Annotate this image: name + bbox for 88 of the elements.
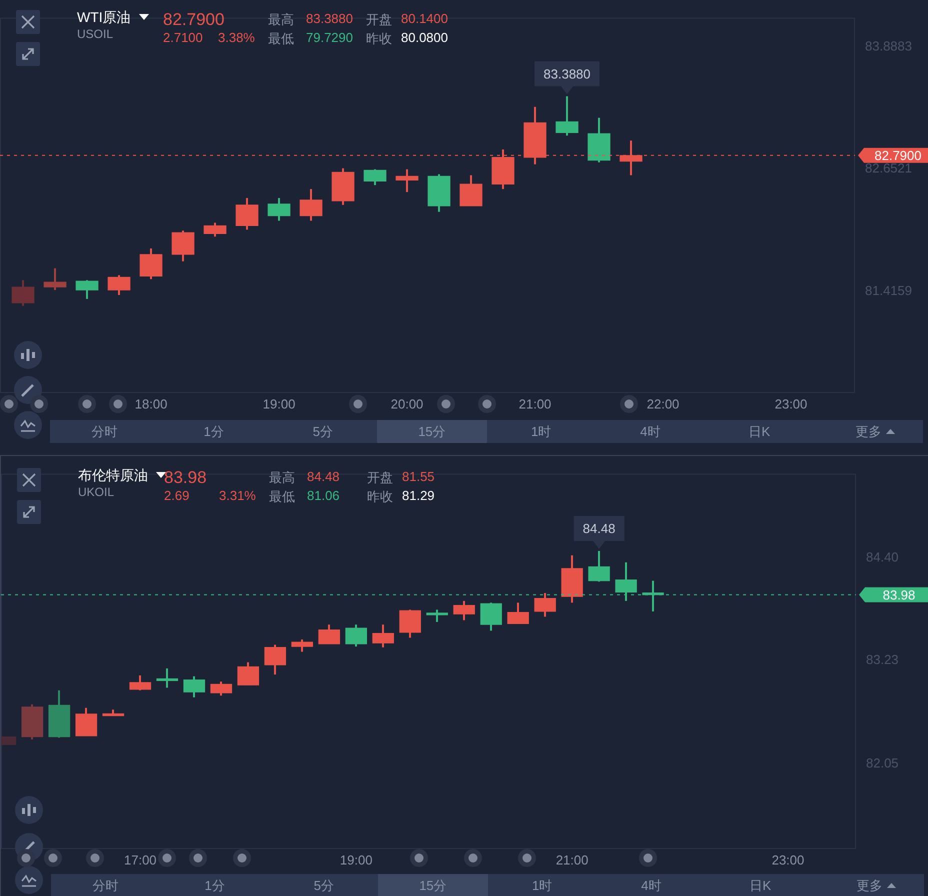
candlestick [345, 624, 367, 648]
text: 日K [747, 423, 772, 441]
candlestick [556, 95, 578, 137]
annotation: 80.0800 [401, 30, 448, 45]
text: 日K [748, 877, 772, 895]
text: 15分 [377, 420, 486, 443]
annotation: 昨收 [366, 30, 392, 48]
candlestick [172, 230, 194, 262]
annotation: 2.7100 [163, 30, 203, 45]
candlestick [237, 661, 260, 686]
candlestick [372, 624, 394, 648]
text: USOIL [77, 27, 114, 41]
chart-title: WTI原油 [77, 9, 131, 27]
x-tick-label: 21:00 [556, 852, 588, 868]
candlestick [318, 624, 340, 645]
candlestick [76, 279, 98, 300]
annotation: 79.7290 [306, 30, 353, 45]
annotation: 81.29 [402, 488, 435, 503]
candlestick [291, 638, 314, 653]
x-tick-label: 21:00 [518, 396, 552, 412]
chart-title: 布伦特原油 [78, 467, 148, 485]
candlestick [507, 602, 529, 625]
candlestick [129, 674, 152, 692]
x-tick-label: 18:00 [134, 396, 168, 412]
annotation: 84.48 [307, 469, 340, 484]
candlestick [210, 680, 232, 697]
candlestick [44, 267, 66, 292]
annotation: 2.69 [164, 488, 190, 503]
text: 15分 [378, 874, 488, 896]
text: 1分 [204, 877, 226, 895]
text: 5分 [312, 877, 335, 895]
annotation: 最低 [269, 488, 295, 506]
text: 更多 [854, 423, 882, 441]
text: 4时 [639, 423, 662, 441]
text: 1时 [530, 877, 554, 895]
candlestick [268, 196, 290, 222]
annotation: 81.55 [402, 469, 435, 484]
annotation: 昨收 [367, 488, 393, 506]
candlestick [12, 279, 34, 307]
text: 1时 [530, 423, 552, 441]
candlestick [364, 168, 386, 186]
candlestick [460, 174, 482, 207]
annotation: 82.7900 [163, 10, 224, 30]
text: 5分 [312, 423, 334, 441]
x-tick-label: 23:00 [774, 396, 808, 412]
text: 更多 [855, 877, 884, 895]
text: 分时 [90, 423, 119, 441]
annotation: 84.48 [582, 521, 616, 536]
candlestick [140, 247, 162, 280]
ref-line-label: 82.7900 [874, 148, 922, 163]
annotation: 最高 [268, 11, 294, 29]
candlestick [108, 274, 130, 296]
annotation: 83.98 [164, 468, 207, 488]
text: 1分 [202, 423, 225, 441]
x-tick-label: 20:00 [390, 396, 424, 412]
candlestick [588, 550, 610, 583]
x-tick-label: 17:00 [124, 852, 157, 868]
text: UKOIL [78, 485, 114, 499]
annotation: 83.3880 [544, 66, 591, 82]
candlestick [453, 600, 475, 622]
candlestick [426, 608, 448, 623]
candlestick [236, 196, 258, 231]
annotation: 最低 [268, 30, 294, 48]
candlestick [204, 222, 226, 238]
x-tick-label: 22:00 [646, 396, 680, 412]
annotation: 83.3880 [306, 11, 353, 26]
x-tick-label: 23:00 [772, 852, 804, 868]
candlestick [264, 644, 286, 676]
candlestick [156, 667, 178, 689]
annotation: 最高 [269, 469, 295, 487]
text: 分时 [92, 877, 120, 895]
candlestick [300, 188, 322, 222]
annotation: 开盘 [366, 11, 392, 29]
annotation: 开盘 [367, 469, 393, 487]
x-tick-label: 19:00 [340, 852, 372, 868]
candlestick [399, 608, 421, 639]
candlestick [75, 706, 98, 737]
text: 4时 [640, 877, 662, 895]
candlestick [480, 602, 502, 632]
candlestick [396, 168, 418, 194]
annotation: 3.38% [218, 30, 255, 45]
candlestick [183, 675, 206, 698]
candlestick [534, 592, 556, 618]
ref-line-label: 83.98 [882, 587, 916, 602]
annotation: 3.31% [219, 488, 256, 503]
x-tick-label: 19:00 [262, 396, 296, 412]
annotation: 81.06 [307, 488, 340, 503]
annotation: 80.1400 [401, 11, 448, 26]
